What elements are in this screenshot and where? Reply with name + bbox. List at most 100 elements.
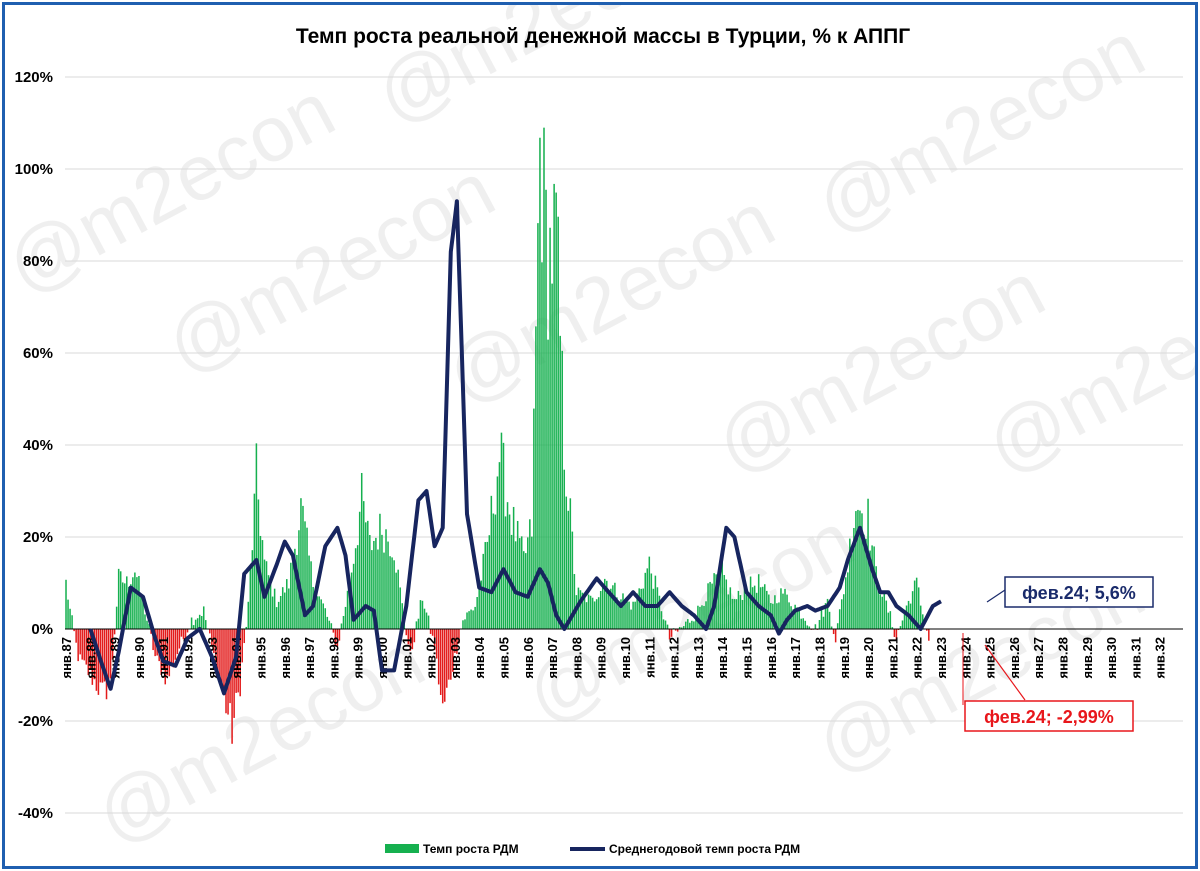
x-tick-label: янв.09	[594, 637, 609, 679]
bar	[579, 590, 582, 629]
bar	[557, 216, 559, 629]
bar	[219, 629, 221, 683]
bar	[695, 617, 697, 629]
bar	[326, 616, 329, 629]
bar	[798, 608, 800, 629]
bar	[441, 629, 444, 704]
bar	[847, 572, 849, 629]
bar	[565, 496, 568, 629]
bar	[869, 550, 871, 629]
bar	[780, 588, 782, 629]
bar	[601, 585, 604, 629]
bar	[65, 579, 67, 629]
bar	[454, 629, 456, 653]
bar	[174, 629, 177, 660]
bar	[429, 629, 432, 634]
bar	[395, 572, 397, 629]
x-tick-label: янв.14	[715, 636, 730, 678]
y-tick-label: -20%	[18, 713, 53, 730]
bar	[79, 629, 81, 655]
bar	[741, 599, 744, 629]
bar	[693, 621, 695, 629]
bar	[875, 566, 877, 629]
bar	[926, 629, 928, 631]
bar	[474, 606, 476, 629]
bar	[247, 601, 250, 629]
bar	[806, 625, 809, 629]
bar	[415, 621, 418, 629]
bar	[755, 592, 758, 629]
bar	[340, 623, 343, 629]
bar	[344, 606, 347, 629]
bar	[75, 629, 77, 643]
x-tick-label: янв.97	[302, 637, 317, 679]
bar	[241, 629, 243, 663]
bar	[699, 606, 701, 629]
bar	[348, 585, 351, 629]
bar	[324, 608, 327, 629]
bar	[328, 620, 331, 629]
bar	[486, 541, 489, 629]
bar	[527, 537, 529, 629]
bar	[824, 603, 827, 629]
bar	[751, 587, 754, 629]
bar	[662, 619, 665, 629]
bar	[269, 579, 272, 629]
bar	[731, 598, 734, 629]
bar	[176, 629, 179, 655]
bar	[437, 629, 440, 685]
bar	[336, 629, 339, 647]
bar	[502, 442, 505, 629]
bar	[281, 587, 284, 629]
bar	[296, 554, 298, 629]
bar	[202, 606, 205, 629]
bar	[919, 605, 922, 629]
bar	[292, 561, 294, 629]
bar	[316, 596, 318, 629]
bar	[431, 629, 434, 636]
bar	[887, 612, 890, 629]
bar	[559, 335, 561, 629]
y-axis: -40% -20% 0% 20% 40% 60% 80% 100% 120%	[15, 69, 53, 822]
bar	[881, 596, 883, 629]
bar	[506, 502, 509, 629]
y-tick-label: 0%	[31, 621, 53, 638]
bar	[162, 629, 164, 671]
bar	[304, 521, 306, 629]
x-tick-label: янв.04	[472, 636, 487, 678]
bar	[377, 549, 379, 629]
x-tick-label: янв.23	[934, 637, 949, 679]
bar	[498, 462, 501, 629]
bar	[836, 623, 839, 629]
bar	[446, 629, 448, 688]
bar	[271, 596, 274, 629]
x-tick-label: янв.27	[1031, 637, 1046, 679]
bar	[670, 629, 673, 637]
bar	[443, 629, 446, 702]
bar	[587, 594, 590, 629]
chart-title: Темп роста реальной денежной массы в Тур…	[296, 25, 910, 48]
bar	[123, 583, 126, 629]
bar	[69, 608, 71, 629]
bar	[674, 629, 677, 631]
bar	[346, 590, 349, 629]
bar	[466, 612, 468, 629]
bar	[71, 615, 73, 629]
bar	[354, 548, 357, 629]
bar	[267, 575, 270, 629]
bar	[747, 593, 750, 629]
bar	[832, 629, 835, 635]
bar	[830, 626, 833, 629]
bar	[723, 575, 726, 629]
bar	[865, 538, 867, 629]
x-tick-label: янв.20	[861, 637, 876, 679]
y-tick-label: 20%	[23, 529, 53, 546]
bar	[691, 620, 693, 629]
watermark: @m2econ	[512, 495, 868, 740]
bar	[905, 605, 908, 629]
bar	[342, 615, 345, 629]
bar	[668, 629, 671, 640]
legend-label-line: Среднегодовой темп роста РДМ	[609, 842, 800, 856]
bar	[721, 561, 723, 629]
